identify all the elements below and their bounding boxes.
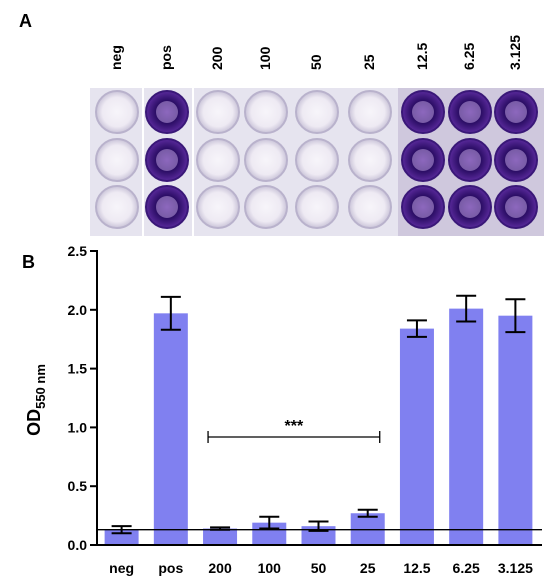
bar-chart: 0.0 0.5 1.0 1.5 2.0 2.5 neg pos 200 100 50 25 12.5 6… [24, 243, 542, 576]
y-tick-label: 1.0 [68, 419, 88, 435]
column-label: pos [158, 45, 174, 70]
x-tick-label: 200 [208, 560, 232, 576]
plate-well [196, 138, 240, 182]
plate-well [196, 90, 240, 134]
plate-well [348, 90, 392, 134]
bar [153, 313, 188, 545]
column-label: 50 [308, 54, 324, 70]
bar [449, 308, 484, 545]
column-label: 25 [361, 54, 377, 70]
well-highlight [412, 149, 434, 171]
well-highlight [505, 196, 527, 218]
column-label: 3.125 [507, 35, 523, 70]
panel-a-letter: A [19, 11, 32, 31]
x-tick-label: neg [109, 560, 134, 576]
y-tick-label: 2.0 [68, 302, 88, 318]
y-tick-label: 0.5 [68, 478, 88, 494]
y-tick-label: 1.5 [68, 361, 88, 377]
plate-well [295, 185, 339, 229]
bar [399, 328, 434, 545]
column-label: 6.25 [461, 43, 477, 70]
y-axis-label: OD550 nm [24, 364, 48, 436]
x-axis-categories: neg pos 200 100 50 25 12.5 6.25 3.125 [109, 560, 533, 576]
well-highlight [459, 196, 481, 218]
plate-well [95, 185, 139, 229]
x-tick-label: pos [158, 560, 183, 576]
x-tick-label: 50 [311, 560, 327, 576]
well-highlight [505, 101, 527, 123]
y-axis-label-main: OD [24, 409, 44, 436]
plate-well [244, 185, 288, 229]
x-tick-label: 100 [258, 560, 282, 576]
column-label: 100 [257, 46, 273, 70]
plate-well [244, 138, 288, 182]
well-highlight [505, 149, 527, 171]
bars [104, 308, 533, 545]
plate-well [348, 185, 392, 229]
column-label: 12.5 [414, 43, 430, 70]
well-highlight [412, 101, 434, 123]
y-axis-label-subscript: 550 nm [33, 364, 48, 409]
y-tick-label: 0.0 [68, 537, 88, 553]
bar [203, 528, 238, 545]
plate-well [348, 138, 392, 182]
well-highlight [459, 101, 481, 123]
plate-well [295, 138, 339, 182]
well-highlight [459, 149, 481, 171]
panel-a-column-labels: neg pos 200 100 50 25 12.5 6.25 3.125 [108, 35, 523, 70]
significance-bracket: *** [207, 418, 381, 443]
x-tick-label: 25 [360, 560, 376, 576]
well-plate-photo [90, 88, 544, 236]
y-axis-ticks: 0.0 0.5 1.0 1.5 2.0 2.5 [68, 243, 97, 553]
plate-well [95, 90, 139, 134]
x-tick-label: 12.5 [403, 560, 430, 576]
plate-well [196, 185, 240, 229]
column-label: 200 [209, 46, 225, 70]
y-tick-label: 2.5 [68, 243, 88, 259]
bar [498, 315, 533, 545]
well-highlight [412, 196, 434, 218]
plate-well [295, 90, 339, 134]
x-tick-label: 3.125 [498, 560, 533, 576]
well-highlight [156, 101, 178, 123]
significance-label: *** [285, 418, 304, 435]
column-label: neg [108, 45, 124, 70]
plate-well [95, 138, 139, 182]
well-highlight [156, 196, 178, 218]
well-highlight [156, 149, 178, 171]
plate-well [244, 90, 288, 134]
x-tick-label: 6.25 [453, 560, 480, 576]
panel-b-letter: B [22, 252, 35, 272]
